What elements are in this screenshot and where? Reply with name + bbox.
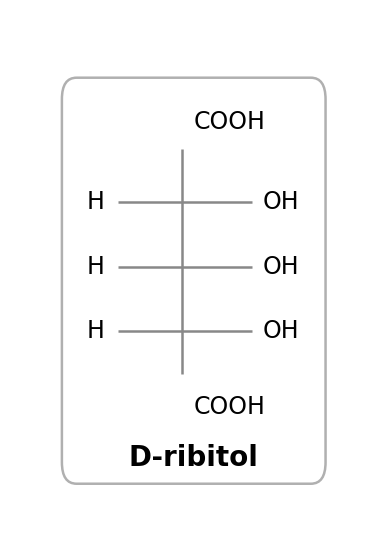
Text: COOH: COOH <box>194 110 266 134</box>
Text: COOH: COOH <box>194 395 266 419</box>
Text: OH: OH <box>263 319 299 343</box>
FancyBboxPatch shape <box>62 78 325 484</box>
Text: H: H <box>87 190 104 214</box>
Text: OH: OH <box>263 190 299 214</box>
Text: H: H <box>87 319 104 343</box>
Text: OH: OH <box>263 255 299 279</box>
Text: D-ribitol: D-ribitol <box>129 444 259 472</box>
Text: H: H <box>87 255 104 279</box>
